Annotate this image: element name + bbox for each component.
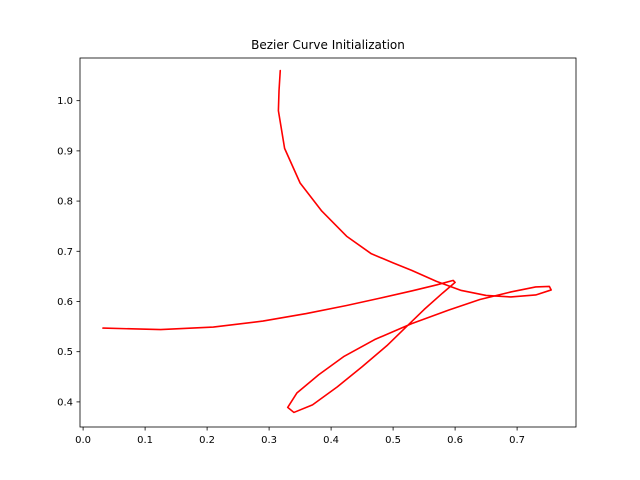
- x-tick-label: 0.1: [137, 435, 153, 446]
- y-tick-label: 0.7: [57, 247, 73, 258]
- y-tick-label: 0.9: [57, 146, 73, 157]
- chart-title: Bezier Curve Initialization: [251, 38, 405, 52]
- y-tick-label: 0.6: [57, 297, 73, 308]
- x-tick-label: 0.4: [323, 435, 339, 446]
- y-tick-label: 0.4: [57, 397, 73, 408]
- plot-area-frame: [79, 57, 577, 428]
- x-tick-label: 0.5: [385, 435, 401, 446]
- x-tick-label: 0.0: [75, 435, 91, 446]
- x-tick-label: 0.3: [261, 435, 277, 446]
- x-tick-label: 0.2: [199, 435, 215, 446]
- y-axis-ticks: 0.4 0.5 0.6 0.7 0.8 0.9 1.0: [57, 96, 80, 408]
- bezier-curve-line: [102, 69, 552, 414]
- x-tick-label: 0.6: [447, 435, 463, 446]
- y-tick-label: 0.8: [57, 197, 73, 208]
- x-axis-ticks: 0.0 0.1 0.2 0.3 0.4 0.5 0.6 0.7: [75, 427, 525, 446]
- y-tick-label: 0.5: [57, 347, 73, 358]
- x-tick-label: 0.7: [509, 435, 525, 446]
- y-tick-label: 1.0: [57, 96, 73, 107]
